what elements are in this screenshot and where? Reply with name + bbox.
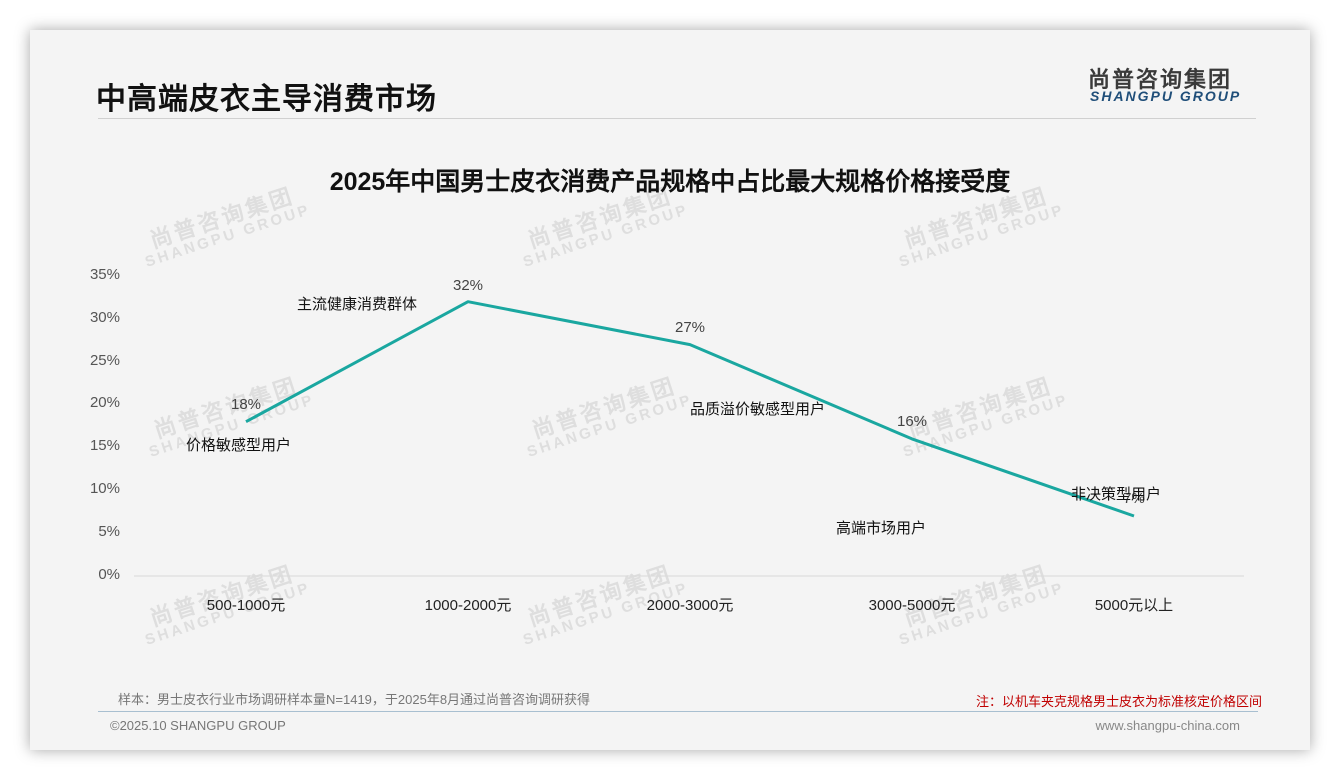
annotation: 非决策型用户 [1071,486,1162,503]
x-tick: 1000-2000元 [424,597,512,614]
x-tick: 5000元以上 [1094,597,1174,614]
annotation: 主流健康消费群体 [297,296,418,313]
y-tick: 10% [89,480,120,497]
y-tick: 15% [89,437,120,454]
line-plot [134,300,1244,577]
y-tick: 20% [89,394,120,411]
logo-english: SHANGPU GROUP [1090,88,1242,104]
annotation: 高端市场用户 [836,520,927,537]
copyright: ©2025.10 SHANGPU GROUP [110,718,286,733]
footer-divider [98,711,1258,712]
y-tick: 0% [98,566,120,583]
y-tick: 35% [89,266,120,283]
series-line [245,300,1135,518]
data-label: 27% [674,319,706,336]
x-tick: 2000-3000元 [646,597,734,614]
data-label: 18% [230,396,262,413]
x-tick: 3000-5000元 [868,597,956,614]
data-label: 16% [896,413,928,430]
sample-note: 样本：男士皮衣行业市场调研样本量N=1419，于2025年8月通过尚普咨询调研获… [118,692,591,707]
website-url: www.shangpu-china.com [1095,718,1240,733]
data-label: 7% [1123,490,1145,507]
annotation: 价格敏感型用户 [186,437,292,454]
x-tick: 500-1000元 [206,597,286,614]
slide: 中高端皮衣主导消费市场 尚普咨询集团 SHANGPU GROUP 尚普咨询集团 S… [30,30,1310,750]
y-tick: 25% [89,352,120,369]
logo-chinese: 尚普咨询集团 [1088,67,1233,92]
chart-title: 2025年中国男士皮衣消费产品规格中占比最大规格价格接受度 [329,168,1011,196]
page-title: 中高端皮衣主导消费市场 [96,83,437,116]
data-label: 32% [452,277,484,294]
method-note: 注：以机车夹克规格男士皮衣为标准核定价格区间 [975,694,1262,709]
y-tick: 30% [89,309,120,326]
annotation: 品质溢价敏感型用户 [690,401,826,418]
y-tick: 5% [98,523,120,540]
title-divider [98,118,1256,119]
